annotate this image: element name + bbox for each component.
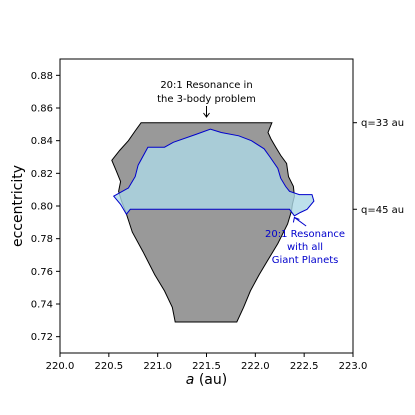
x-axis: 220.0 220.5 221.0 221.5 222.0 222.5 223.0	[46, 353, 368, 372]
x-tick-label: 221.0	[143, 361, 172, 372]
x-axis-label-symbol: a	[186, 372, 195, 388]
annotation-three-body: 20:1 Resonance in the 3-body problem	[157, 80, 256, 118]
y-tick-label: 0.82	[31, 169, 53, 180]
y-tick-label: 0.84	[31, 136, 53, 147]
annotation-giant-planets-arrow	[294, 217, 307, 227]
x-tick-label: 221.5	[192, 361, 221, 372]
annotation-three-body-line-1: 20:1 Resonance in	[160, 80, 252, 91]
reference-lines: q=33 au q=45 au	[353, 118, 404, 216]
x-axis-label: a (au)	[186, 372, 227, 388]
annotation-giant-planets-line-3: Giant Planets	[272, 255, 339, 266]
x-tick-label: 222.5	[290, 361, 319, 372]
y-axis-label: eccentricity	[10, 165, 26, 247]
y-tick-label: 0.86	[31, 104, 53, 115]
annotation-giant-planets-line-2: with all	[287, 242, 323, 253]
y-tick-label: 0.76	[31, 267, 53, 278]
reference-line-label: q=45 au	[361, 205, 404, 216]
y-axis: 0.72 0.74 0.76 0.78 0.80 0.82 0.84 0.86 0.88	[31, 71, 60, 343]
reference-line-label: q=33 au	[361, 118, 404, 129]
y-tick-label: 0.78	[31, 234, 53, 245]
y-tick-label: 0.74	[31, 300, 53, 311]
x-tick-label: 223.0	[339, 361, 368, 372]
x-tick-label: 222.0	[241, 361, 270, 372]
giant-planets-resonance-region	[112, 128, 315, 217]
x-tick-label: 220.5	[95, 361, 124, 372]
annotation-three-body-line-2: the 3-body problem	[157, 94, 256, 105]
regions-layer	[111, 122, 315, 323]
y-tick-label: 0.72	[31, 332, 53, 343]
annotation-giant-planets-line-1: 20:1 Resonance	[265, 229, 345, 240]
annotation-giant-planets-arrowhead	[292, 216, 300, 223]
y-tick-label: 0.88	[31, 71, 53, 82]
y-tick-label: 0.80	[31, 202, 53, 213]
annotation-giant-planets: 20:1 Resonance with all Giant Planets	[265, 216, 345, 266]
x-axis-label-unit: (au)	[194, 372, 227, 388]
annotation-three-body-arrowhead	[203, 112, 210, 118]
x-tick-label: 220.0	[46, 361, 75, 372]
